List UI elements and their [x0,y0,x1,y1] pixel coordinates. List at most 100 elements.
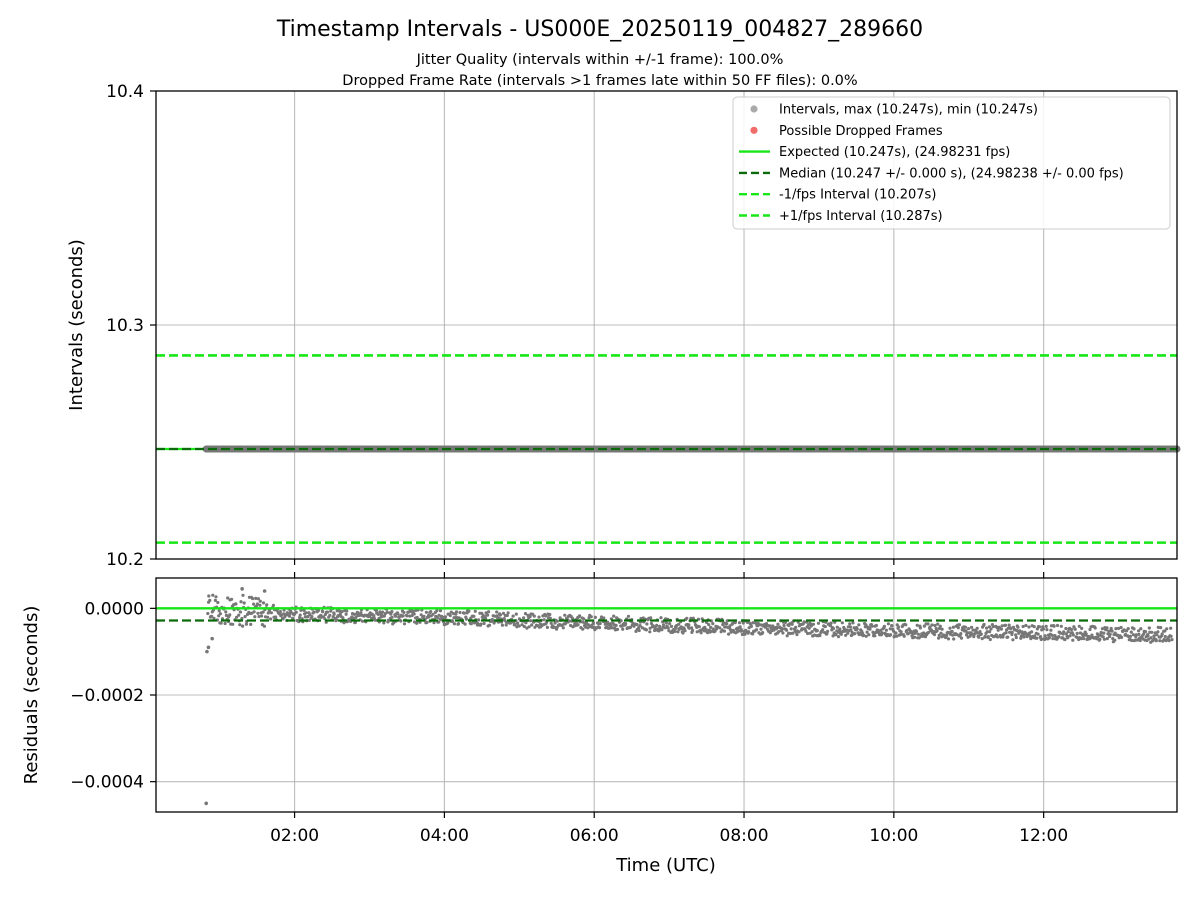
residual-point [342,621,346,625]
residual-point [1169,626,1173,630]
jitter-quality-subtitle: Jitter Quality (intervals within +/-1 fr… [416,52,784,68]
residual-point [1011,638,1015,642]
residual-point [553,621,557,625]
residual-point [224,610,228,614]
residual-point [759,627,763,631]
residual-point [382,614,386,618]
residual-outlier-point [204,801,208,806]
residual-point [1138,638,1142,643]
residual-point [727,632,731,636]
residual-point [1027,625,1031,629]
residual-point [835,625,839,629]
residual-point [886,622,891,626]
residual-point [1015,629,1019,633]
residual-point [224,613,228,618]
residual-point [834,633,838,637]
residual-point [1131,633,1135,637]
residual-point [870,624,874,628]
residual-point [857,623,861,627]
residual-point [985,626,989,630]
residual-point [899,630,903,634]
residual-point [325,610,330,614]
residual-point [610,626,615,630]
residual-point [1079,637,1083,641]
residual-point [298,613,302,617]
residual-point [674,626,678,630]
legend-label: Intervals, max (10.247s), min (10.247s) [779,103,1038,118]
residual-point [438,609,443,613]
residual-point [894,631,898,635]
residual-point [217,609,221,613]
residual-point [626,614,631,618]
residual-point [1128,634,1133,638]
residual-point [517,624,521,628]
residual-point [754,621,758,625]
residual-point [393,614,398,618]
x-tick-label: 12:00 [1019,826,1068,846]
residual-point [932,633,937,637]
residual-point [435,609,439,613]
residual-outlier-point [205,649,209,654]
residual-point [621,627,625,631]
residual-point [231,622,235,626]
residual-point [542,618,546,622]
residual-point [563,613,567,617]
residual-point [549,621,553,625]
residual-point [240,616,244,621]
residual-point [1152,634,1156,638]
residual-point [252,610,256,614]
residual-point [1049,628,1053,632]
residual-point [737,621,742,625]
residual-point [952,637,956,641]
residual-point [707,623,711,627]
residual-point [516,621,520,625]
residual-point [500,623,504,627]
residual-point [864,634,868,638]
residual-point [501,611,506,615]
residual-point [831,634,835,638]
residual-point [697,625,701,629]
residual-point [658,624,662,629]
residual-point [537,615,541,619]
residual-point [328,613,332,617]
residual-point [790,622,794,626]
residual-point [463,622,467,626]
residual-point [1129,630,1133,634]
residual-point [1037,625,1042,629]
residual-point [239,600,243,604]
residual-point [794,625,798,630]
residual-point [785,634,789,638]
intervals-y-axis-label: Intervals (seconds) [66,239,87,411]
residual-point [389,612,393,616]
residual-point [1039,637,1043,642]
residual-point [302,608,306,613]
residual-point [298,615,302,620]
residual-point [989,627,993,631]
residual-point [996,635,1000,639]
residual-point [781,631,785,635]
residual-point [411,609,415,613]
residual-point [1010,630,1014,635]
residual-point [1039,635,1043,639]
residual-point [1113,638,1117,642]
residual-point [288,614,292,618]
residual-point [1041,627,1045,631]
residual-point [1059,624,1063,628]
residuals-y-ticks: 0.0000 −0.0002 −0.0004 [70,599,156,793]
residual-point [271,603,275,608]
residual-point [473,609,477,613]
residual-point [823,625,827,629]
residual-point [589,615,593,619]
residual-point [690,626,694,630]
residual-point [829,621,833,625]
residual-point [921,634,925,638]
residual-point [505,613,509,618]
residual-point [1071,633,1075,637]
residual-point [458,610,462,615]
residual-point [1163,634,1167,639]
residual-point [1080,626,1084,631]
residual-point [745,620,750,625]
residual-point [432,621,436,625]
residual-point [1154,639,1158,643]
residual-point [1009,627,1013,631]
